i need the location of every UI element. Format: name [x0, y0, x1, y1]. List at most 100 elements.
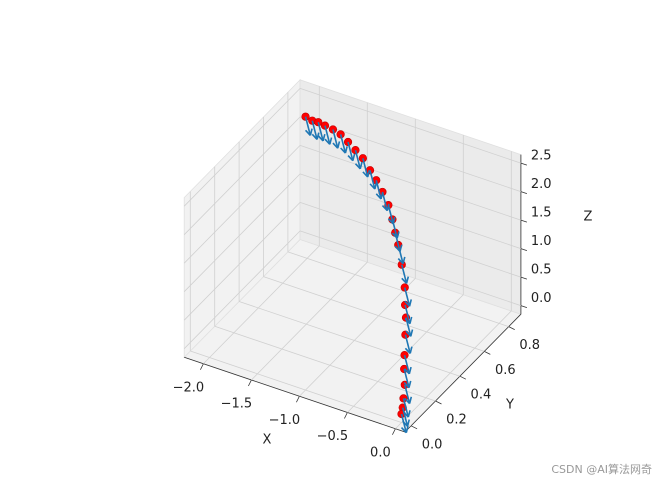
- arrow-part: [396, 231, 400, 239]
- arrow-part: [317, 122, 324, 142]
- arrow-part: [362, 171, 369, 178]
- arrow-part: [381, 204, 388, 212]
- arrow: [403, 368, 412, 389]
- arrow-part: [387, 218, 394, 225]
- grid-line: [287, 251, 509, 327]
- watermark: CSDN @AI算法网奇: [551, 462, 652, 476]
- arrow-part: [401, 407, 409, 427]
- arrow-part: [354, 163, 361, 170]
- z-tick: [520, 162, 528, 166]
- arrow-part: [402, 398, 410, 418]
- arrow-part: [403, 287, 411, 307]
- grid-line: [299, 173, 522, 250]
- y-tick-label: 0.8: [519, 338, 540, 353]
- grid-line: [238, 301, 461, 377]
- arrow: [347, 141, 356, 162]
- arrow-part: [406, 419, 411, 427]
- arrow: [397, 244, 406, 265]
- y-tick-label: 0.2: [446, 413, 467, 428]
- arrow-part: [407, 410, 411, 418]
- grid-line: [251, 261, 368, 381]
- arrow-part: [403, 368, 410, 375]
- arrow-part: [347, 141, 354, 161]
- z-tick: [520, 219, 528, 223]
- y-tick: [435, 400, 442, 405]
- arrow-part: [404, 347, 411, 354]
- arrow: [400, 413, 409, 434]
- arrow-part: [317, 135, 324, 142]
- y-tick: [484, 351, 491, 355]
- arrow-part: [344, 146, 348, 154]
- arrow-part: [409, 316, 413, 324]
- arrow-part: [375, 180, 382, 200]
- arrow-part: [397, 258, 404, 265]
- z-tick-label: 0.5: [531, 263, 552, 278]
- arrow: [354, 149, 363, 170]
- arrow-part: [410, 329, 414, 337]
- z-tick: [520, 276, 528, 280]
- y-tick: [410, 425, 418, 430]
- x-tick-label: 0.0: [370, 445, 391, 460]
- z-tick-label: 2.0: [531, 177, 552, 192]
- arrow-part: [403, 354, 411, 375]
- x-tick-label: −1.0: [269, 413, 301, 428]
- grid-line: [395, 310, 512, 430]
- grid-line: [183, 230, 301, 349]
- z-tick-label: 1.0: [531, 234, 552, 249]
- arrow-part: [404, 397, 411, 405]
- arrow-part: [405, 276, 410, 284]
- arrow-part: [404, 334, 411, 354]
- arrow: [403, 287, 413, 307]
- grid-line: [214, 325, 436, 402]
- arrow-part: [405, 317, 412, 337]
- z-tick-label: 1.5: [531, 206, 552, 221]
- arrow: [311, 120, 320, 140]
- arrow-part: [354, 149, 362, 170]
- arrow-part: [324, 138, 331, 145]
- arrow-part: [408, 366, 412, 375]
- z-tick: [520, 248, 528, 252]
- arrow-part: [304, 116, 312, 136]
- arrow-part: [405, 425, 409, 433]
- arrow-part: [332, 129, 339, 149]
- arrow: [324, 125, 333, 145]
- arrow-part: [409, 346, 413, 354]
- z-axis-label: Z: [584, 210, 593, 225]
- arrow-part: [403, 368, 410, 388]
- x-tick: [248, 379, 252, 387]
- arrow: [405, 317, 414, 337]
- grid-line: [203, 245, 320, 365]
- arrow-part: [404, 304, 411, 324]
- x-tick-label: −2.0: [173, 380, 205, 395]
- arrow-part: [311, 133, 318, 140]
- grid-line: [299, 145, 522, 221]
- arrow-part: [400, 413, 408, 433]
- z-tick-label: 0.0: [531, 291, 552, 306]
- arrow-part: [400, 427, 407, 434]
- arrow: [400, 264, 410, 284]
- x-tick: [344, 412, 348, 419]
- arrow-part: [316, 132, 320, 140]
- grid-line: [183, 173, 301, 292]
- arrow-part: [336, 141, 341, 149]
- y-tick: [459, 375, 467, 380]
- grid-line: [183, 145, 301, 264]
- arrow: [339, 134, 348, 154]
- arrow-part: [408, 380, 412, 388]
- arrow-part: [366, 170, 371, 178]
- arrow-part: [309, 128, 313, 136]
- y-tick-label: 0.6: [495, 363, 516, 378]
- grid-line: [299, 230, 522, 307]
- y-tick-label: 0.0: [422, 437, 443, 452]
- y-tick-label: 0.4: [471, 388, 492, 403]
- grid-line: [183, 88, 301, 207]
- x-tick: [296, 396, 300, 403]
- grid-line: [299, 278, 416, 397]
- arrow-part: [329, 137, 333, 145]
- grid-line: [299, 202, 522, 278]
- arrow-part: [339, 134, 347, 154]
- arrow: [317, 122, 326, 142]
- arrow-part: [304, 129, 311, 136]
- x-tick: [200, 363, 204, 370]
